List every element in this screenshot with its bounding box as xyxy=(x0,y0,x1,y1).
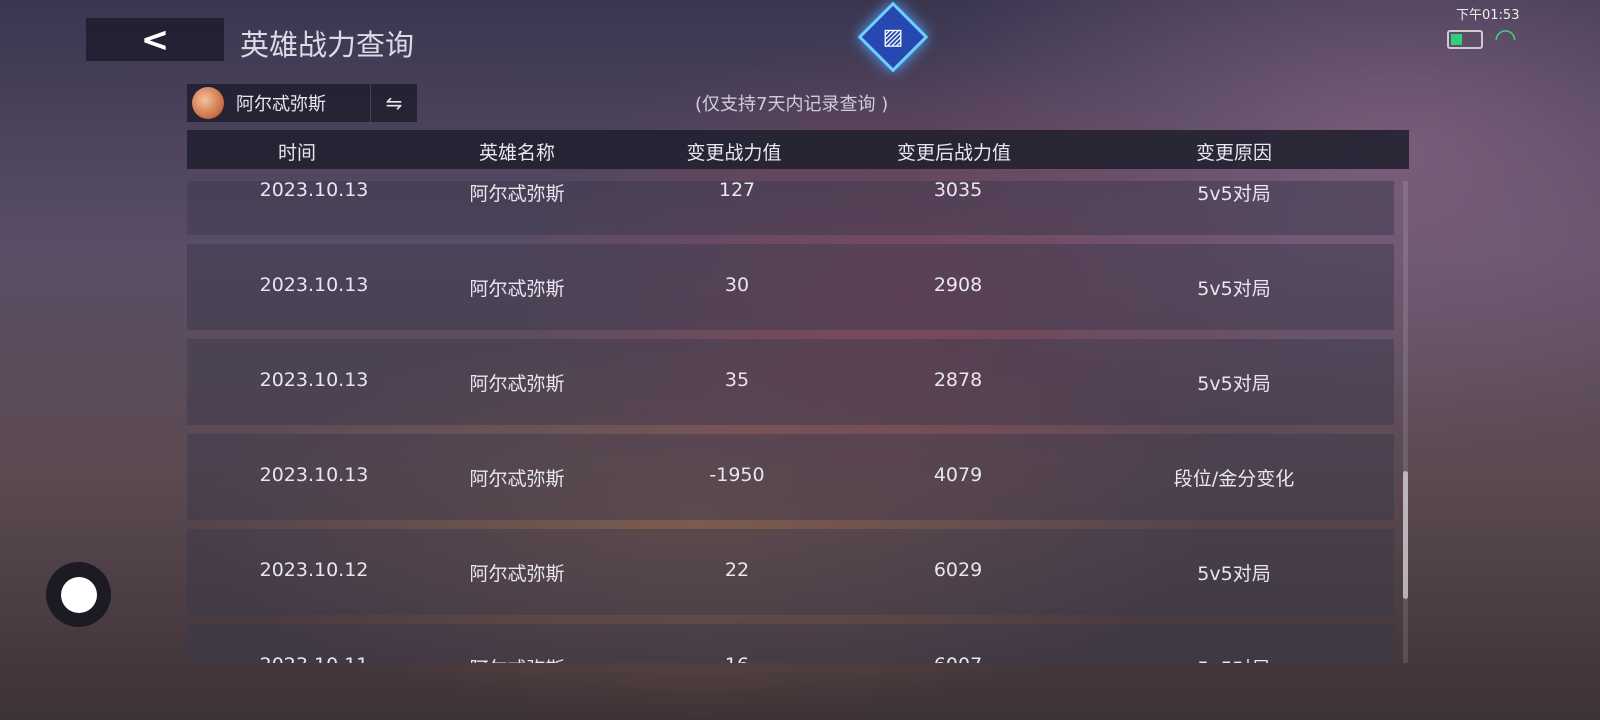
col-hero: 英雄名称 xyxy=(478,142,556,164)
scrollbar-thumb[interactable] xyxy=(1403,471,1408,599)
row-change: 30 xyxy=(724,274,750,296)
table-row: 2023.10.13 阿尔忒弥斯 35 2878 5v5对局 xyxy=(187,339,1394,425)
col-after: 变更后战力值 xyxy=(896,142,1012,164)
circle-icon xyxy=(60,576,97,613)
row-hero: 阿尔忒弥斯 xyxy=(469,183,565,205)
table-header: 时间 英雄名称 变更战力值 变更后战力值 变更原因 xyxy=(187,130,1409,169)
diamond-logo-icon: ▨ xyxy=(857,1,929,73)
row-reason: 段位/金分变化 xyxy=(1173,468,1295,490)
hero-avatar xyxy=(192,87,224,119)
row-change: 127 xyxy=(718,181,756,201)
row-after: 2908 xyxy=(933,274,983,296)
row-change: -1950 xyxy=(709,464,765,486)
row-after: 2878 xyxy=(933,369,983,391)
table-row: 2023.10.13 阿尔忒弥斯 30 2908 5v5对局 xyxy=(187,244,1394,330)
query-note: (仅支持7天内记录查询 ) xyxy=(695,94,889,115)
row-time: 2023.10.11 xyxy=(260,654,369,663)
row-hero: 阿尔忒弥斯 xyxy=(469,468,565,490)
row-reason: 5v5对局 xyxy=(1197,373,1271,395)
row-time: 2023.10.13 xyxy=(259,464,369,486)
scrollbar[interactable] xyxy=(1403,181,1408,663)
col-reason: 变更原因 xyxy=(1195,142,1273,164)
wifi-icon: ◠ xyxy=(1494,24,1517,54)
row-reason: 5v5对局 xyxy=(1197,563,1271,585)
table-row: 2023.10.13 阿尔忒弥斯 -1950 4079 段位/金分变化 xyxy=(187,434,1394,520)
row-reason: 5v5对局 xyxy=(1197,654,1270,663)
row-time: 2023.10.13 xyxy=(259,369,369,391)
col-change: 变更战力值 xyxy=(686,142,782,164)
row-time: 2023.10.13 xyxy=(259,274,369,296)
row-reason: 5v5对局 xyxy=(1197,278,1271,300)
row-time: 2023.10.12 xyxy=(259,559,369,581)
row-after: 6007 xyxy=(934,654,982,663)
battery-icon xyxy=(1447,30,1483,49)
row-hero: 阿尔忒弥斯 xyxy=(469,373,565,395)
row-time: 2023.10.13 xyxy=(259,181,369,201)
swap-hero-button[interactable]: ⇋ xyxy=(370,84,417,122)
hero-name: 阿尔忒弥斯 xyxy=(236,94,326,115)
table-row: 2023.10.12 阿尔忒弥斯 22 6029 5v5对局 xyxy=(187,529,1394,615)
back-button[interactable]: < xyxy=(86,18,224,61)
table-row: 2023.10.11 阿尔忒弥斯 16 6007 5v5对局 xyxy=(187,624,1394,663)
page-title: 英雄战力查询 xyxy=(240,28,415,62)
row-reason: 5v5对局 xyxy=(1197,183,1271,205)
row-hero: 阿尔忒弥斯 xyxy=(469,654,564,663)
row-after: 6029 xyxy=(933,559,983,581)
status-time: 下午01:53 xyxy=(1456,8,1520,23)
floating-assist-button[interactable] xyxy=(46,562,111,627)
hero-selector[interactable]: 阿尔忒弥斯 ⇋ xyxy=(187,84,417,122)
row-change: 22 xyxy=(724,559,750,581)
swap-icon: ⇋ xyxy=(385,91,403,115)
col-time: 时间 xyxy=(277,142,317,164)
row-hero: 阿尔忒弥斯 xyxy=(469,563,565,585)
row-after: 3035 xyxy=(933,181,983,201)
row-after: 4079 xyxy=(933,464,983,486)
table-row: 2023.10.13 阿尔忒弥斯 127 3035 5v5对局 xyxy=(187,181,1394,235)
row-hero: 阿尔忒弥斯 xyxy=(469,278,565,300)
row-change: 35 xyxy=(724,369,750,391)
chevron-left-icon: < xyxy=(140,19,170,60)
row-change: 16 xyxy=(725,654,749,663)
record-list[interactable]: 2023.10.13 阿尔忒弥斯 127 3035 5v5对局 2023.10.13 阿尔忒… xyxy=(187,181,1409,663)
